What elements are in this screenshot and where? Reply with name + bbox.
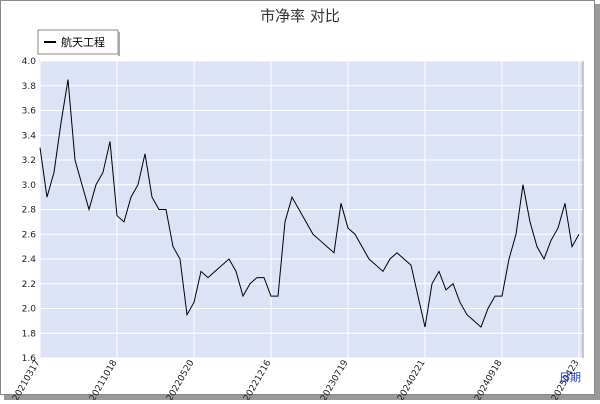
y-tick-label: 3.6 (22, 107, 37, 117)
frame-shadow (595, 4, 600, 400)
y-tick-label: 4.0 (22, 57, 37, 67)
legend-shadow (118, 32, 120, 56)
y-tick-label: 3.4 (22, 131, 37, 141)
y-tick-label: 2.0 (22, 305, 37, 315)
y-tick-label: 3.2 (22, 156, 36, 166)
legend-label: 航天工程 (61, 35, 105, 49)
y-tick-label: 2.4 (22, 255, 37, 265)
y-tick-label: 2.2 (22, 280, 36, 290)
y-tick-label: 3.8 (22, 82, 37, 92)
series-line (39, 79, 580, 328)
y-tick-label: 1.8 (22, 329, 37, 339)
frame-shadow (4, 395, 600, 400)
y-tick-label: 3.0 (22, 181, 37, 191)
y-tick-label: 2.6 (22, 230, 37, 240)
legend-box (37, 29, 119, 55)
y-tick-label: 1.6 (22, 354, 37, 364)
x-axis-label: 日期 (559, 371, 581, 384)
y-tick-label: 2.8 (22, 206, 37, 216)
chart-title: 市净率 对比 (260, 7, 340, 25)
